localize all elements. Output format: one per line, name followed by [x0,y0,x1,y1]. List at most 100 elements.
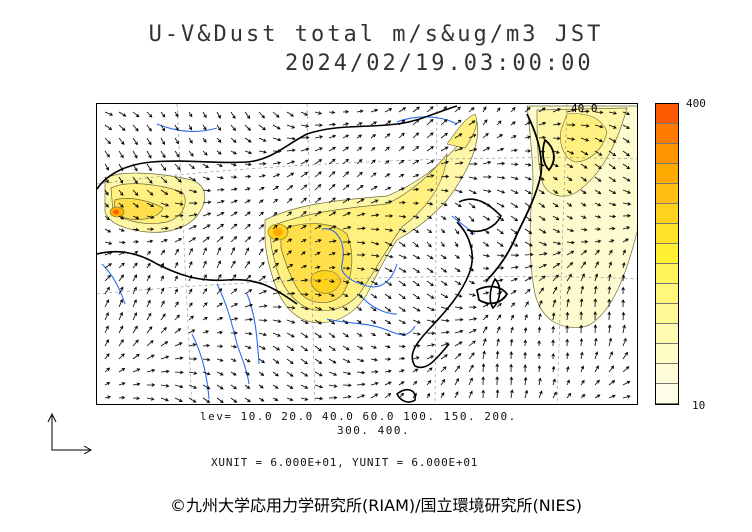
wind-arrow [258,371,265,377]
wind-arrow [440,342,450,347]
wind-arrow [216,199,225,204]
wind-arrow [454,341,463,347]
wind-arrow [230,384,237,390]
wind-arrow [552,163,559,168]
wind-arrow [104,228,112,233]
wind-arrow [426,254,434,260]
wind-arrow [174,356,184,360]
wind-arrow [524,162,532,167]
wind-arrow [412,280,420,287]
wind-arrow [160,262,164,269]
wind-arrow [272,149,282,153]
wind-arrow [468,280,476,285]
wind-arrow [328,239,337,244]
wind-arrow [104,251,113,256]
wind-arrow [258,358,265,363]
wind-arrow [622,337,627,347]
wind-arrow [258,124,266,131]
wind-arrow [216,371,224,376]
wind-arrow [258,187,265,191]
color-scale-step [656,244,678,264]
wind-arrow [608,261,612,269]
wind-arrow [566,163,574,168]
wind-arrow [426,355,434,360]
wind-arrow [440,366,447,373]
wind-arrow [216,150,222,155]
wind-arrow [356,267,365,271]
wind-arrow [146,176,153,184]
wind-arrow [104,202,109,208]
wind-arrow [146,340,154,347]
wind-arrow [412,187,420,192]
wind-arrow [384,306,392,312]
wind-arrow [272,371,279,377]
wind-arrow [244,187,251,191]
wind-arrow [580,351,584,360]
wind-arrow [552,122,562,126]
wind-arrow [160,137,165,146]
wind-arrow [608,273,612,282]
wind-arrow [496,175,506,180]
wind-arrow [216,260,221,269]
wind-arrow [608,202,617,207]
wind-arrow [230,124,237,132]
wind-arrow [524,176,532,181]
wind-arrow [384,319,392,324]
color-scale-step [656,364,678,384]
wind-arrow [258,290,268,295]
wind-arrow [244,162,252,167]
wind-arrow [244,317,254,322]
wind-arrow [398,214,407,219]
wind-arrow [132,240,140,244]
wind-arrow [216,246,221,256]
wind-arrow [188,302,193,308]
wind-arrow [384,369,392,374]
wind-arrow [523,351,527,360]
wind-arrow [356,134,363,139]
wind-arrow [174,342,183,347]
wind-arrow [524,202,532,208]
wind-arrow [426,280,434,287]
color-scale-step [656,204,678,224]
wind-arrow [579,337,584,347]
wind-arrow [160,355,170,360]
wind-arrow [160,300,165,308]
wind-arrow [565,352,570,360]
wind-arrow [132,111,140,118]
wind-arrow [328,265,336,270]
wind-arrow [454,254,460,259]
wind-arrow [454,189,463,194]
wind-arrow [608,176,617,182]
wind-arrow [412,380,418,386]
wind-arrow [454,106,461,113]
wind-arrow [384,392,392,399]
wind-vectors [104,106,632,403]
wind-arrow [342,395,352,399]
wind-arrow [552,176,558,181]
wind-arrow [146,397,155,401]
wind-arrow [286,225,292,230]
wind-arrow [244,124,252,131]
wind-arrow [286,238,293,243]
wind-arrow [230,331,238,335]
wind-arrow [104,274,111,282]
wind-arrow [468,202,476,209]
wind-arrow [286,358,294,365]
wind-arrow [482,160,492,165]
wind-arrow [621,311,626,321]
wind-arrow [538,215,546,221]
wind-arrow [440,378,446,386]
wind-arrow [496,314,502,321]
color-scale-min-label: 10 [692,399,706,412]
wind-arrow [272,262,280,269]
wind-arrow [580,109,590,114]
wind-arrow [370,121,378,126]
wind-arrow [356,293,364,298]
wind-arrow [314,225,322,230]
wind-arrow [510,228,519,235]
wind-arrow [496,189,506,194]
wind-arrow [286,250,292,256]
wind-arrow [468,107,475,113]
wind-arrow [468,377,473,386]
wind-arrow [272,111,280,118]
